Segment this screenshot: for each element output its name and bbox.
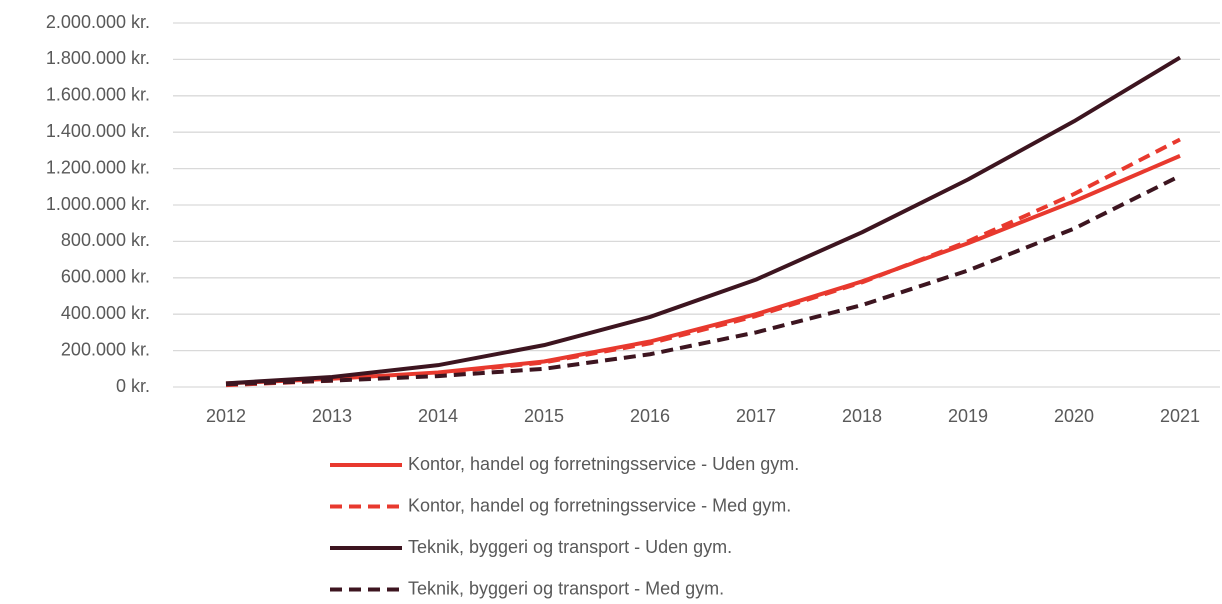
- series-line: [225, 137, 1181, 388]
- y-tick-label: 1.200.000 kr.: [46, 157, 150, 177]
- x-tick-label: 2012: [206, 406, 246, 426]
- series-line: [225, 154, 1181, 386]
- y-tick-label: 2.000.000 kr.: [46, 12, 150, 32]
- legend-label: Kontor, handel og forretningsservice - M…: [408, 495, 791, 515]
- x-tick-label: 2021: [1160, 406, 1200, 426]
- y-tick-label: 1.000.000 kr.: [46, 194, 150, 214]
- series-line: [225, 174, 1181, 387]
- y-tick-label: 600.000 kr.: [61, 267, 150, 287]
- legend-label: Teknik, byggeri og transport - Uden gym.: [408, 537, 732, 557]
- x-tick-label: 2014: [418, 406, 458, 426]
- legend-label: Kontor, handel og forretningsservice - U…: [408, 454, 799, 474]
- x-tick-label: 2018: [842, 406, 882, 426]
- x-tick-label: 2015: [524, 406, 564, 426]
- x-tick-label: 2017: [736, 406, 776, 426]
- x-tick-label: 2013: [312, 406, 352, 426]
- y-tick-label: 1.600.000 kr.: [46, 85, 150, 105]
- y-tick-label: 1.800.000 kr.: [46, 48, 150, 68]
- y-tick-label: 0 kr.: [116, 376, 150, 396]
- y-tick-label: 400.000 kr.: [61, 303, 150, 323]
- x-tick-label: 2020: [1054, 406, 1094, 426]
- y-tick-label: 1.400.000 kr.: [46, 121, 150, 141]
- series-line: [225, 55, 1182, 386]
- legend-label: Teknik, byggeri og transport - Med gym.: [408, 578, 724, 598]
- x-tick-label: 2019: [948, 406, 988, 426]
- y-tick-label: 800.000 kr.: [61, 230, 150, 250]
- y-tick-label: 200.000 kr.: [61, 339, 150, 359]
- x-tick-label: 2016: [630, 406, 670, 426]
